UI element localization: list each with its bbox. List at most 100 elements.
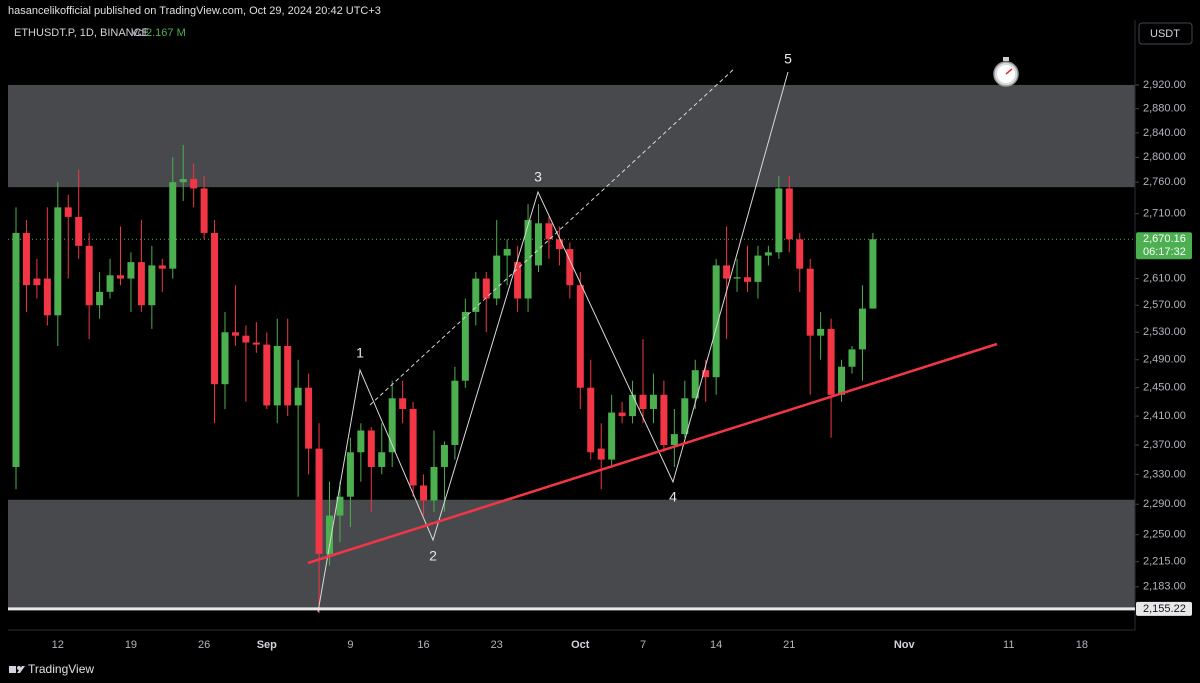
x-tick-label: 26 [198, 639, 210, 651]
candle-body [252, 342, 260, 345]
candle-body [848, 349, 856, 367]
candle-body [817, 328, 825, 336]
candle-body [660, 394, 668, 445]
candle-body [357, 430, 365, 453]
candle-body [827, 328, 835, 395]
y-tick-label: 2,760.00 [1143, 176, 1186, 188]
vol-value: 2.167 M [146, 27, 186, 39]
y-tick-label: 2,370.00 [1143, 439, 1186, 451]
y-tick-label: 2,920.00 [1143, 79, 1186, 91]
x-tick-label: Nov [894, 639, 916, 651]
y-tick-label: 2,880.00 [1143, 103, 1186, 115]
candle-body [158, 265, 166, 269]
x-tick-label: 19 [125, 639, 137, 651]
candle-body [221, 332, 229, 385]
candle-body [305, 387, 313, 449]
candle-body [273, 345, 281, 406]
candle-body [326, 515, 333, 554]
candle-body [806, 268, 814, 336]
candle-body [629, 394, 637, 417]
currency[interactable]: USDT [1150, 28, 1180, 40]
wave-label: 2 [429, 548, 437, 564]
candle-body [336, 496, 344, 516]
currency-box[interactable] [1138, 22, 1193, 45]
candle-body [137, 262, 145, 306]
candle-body [127, 262, 135, 279]
candle-body [43, 278, 51, 316]
candle-body [702, 370, 710, 378]
candle-body [211, 232, 219, 385]
candle-body [608, 412, 616, 460]
candle-body [75, 216, 83, 246]
candle-body [555, 239, 563, 250]
y-tick-label: 2,710.00 [1143, 208, 1186, 220]
candle-body [284, 345, 292, 406]
candle-body [179, 179, 187, 183]
candle-body [754, 255, 762, 282]
candle-body [461, 311, 469, 381]
header: hasancelikofficial published on TradingV… [8, 5, 381, 17]
low-price-box [1136, 601, 1192, 616]
wave-label: 3 [534, 169, 542, 185]
candle-body [576, 285, 584, 388]
candle-body [524, 220, 532, 299]
candles [12, 145, 877, 614]
candle-body [451, 380, 459, 445]
x-tick-label: Oct [571, 639, 590, 651]
y-tick-label: 2,290.00 [1143, 498, 1186, 510]
candle-body [12, 232, 20, 467]
candle-body [148, 265, 156, 306]
candle-body [242, 335, 250, 343]
candle-body [838, 366, 846, 395]
brand-logo [9, 666, 25, 673]
candle-body [858, 308, 866, 350]
symbol: ETHUSDT.P, 1D, BINANCE [14, 27, 149, 39]
y-tick-label: 2,450.00 [1143, 382, 1186, 394]
candle-body [367, 430, 375, 467]
candle-body [420, 485, 428, 501]
last-price-label: 2,670.16 [1143, 233, 1186, 245]
zone [8, 499, 1135, 608]
y-tick-label: 2,215.00 [1143, 556, 1186, 568]
y-tick-label: 2,250.00 [1143, 529, 1186, 541]
y-tick-label: 2,410.00 [1143, 410, 1186, 422]
vol-label: Vol [131, 27, 146, 39]
candle-body [796, 239, 804, 269]
x-tick-label: 9 [347, 639, 353, 651]
candle-body [190, 179, 198, 189]
candle-body [33, 278, 41, 286]
x-tick-label: 21 [783, 639, 795, 651]
candle-body [263, 344, 271, 406]
candle-body [409, 408, 417, 486]
candle-body [503, 249, 511, 256]
wave-label: 1 [356, 345, 364, 361]
candle-body [430, 466, 438, 501]
candle-body [169, 182, 177, 269]
candle-body [744, 277, 751, 282]
candle-body [566, 249, 574, 286]
y-tick-label: 2,800.00 [1143, 151, 1186, 163]
wave-label: 4 [669, 489, 677, 505]
candle-body [315, 448, 323, 554]
x-tick-label: Sep [257, 639, 277, 651]
candle-body [785, 188, 793, 240]
y-tick-label: 2,490.00 [1143, 354, 1186, 366]
wave-line [317, 71, 789, 613]
candle-body [775, 188, 783, 253]
candle-body [22, 232, 30, 286]
x-tick-label: 14 [710, 639, 722, 651]
x-tick-label: 7 [640, 639, 646, 651]
candle-body [639, 394, 647, 409]
candle-body [388, 398, 396, 453]
candle-body [54, 207, 62, 316]
candle-body [200, 188, 208, 233]
candle-body [399, 398, 407, 409]
y-tick-label: 2,330.00 [1143, 468, 1186, 480]
wave-label: 5 [784, 51, 792, 67]
low-price-label: 2,155.22 [1143, 603, 1186, 615]
zones [8, 84, 1135, 608]
candle-body [545, 223, 553, 240]
